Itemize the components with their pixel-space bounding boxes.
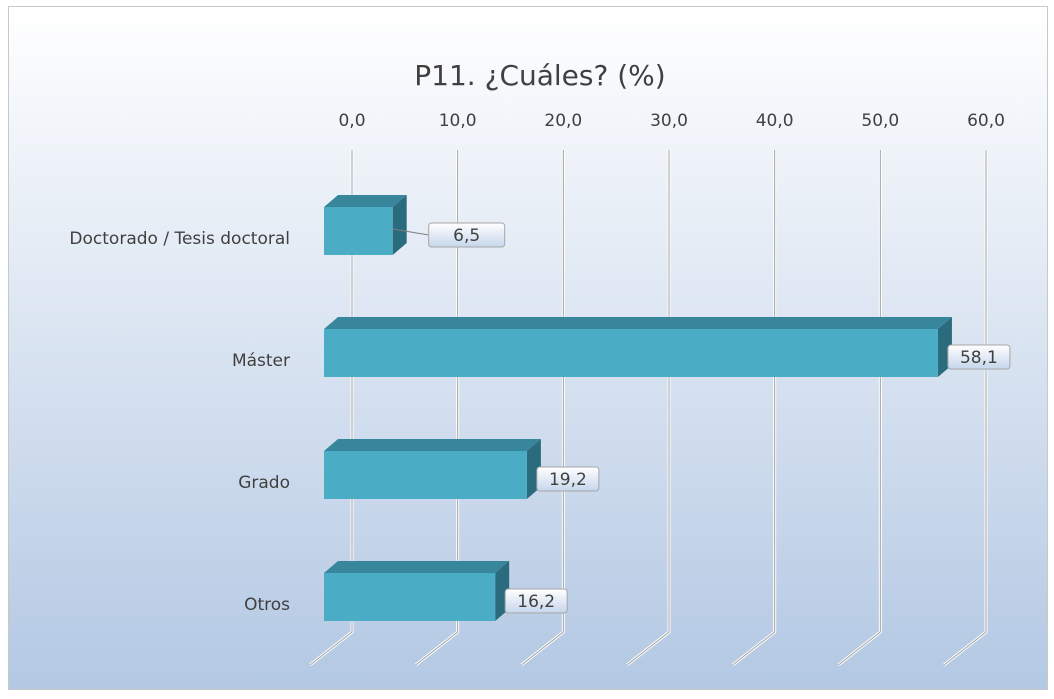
x-tick-label: 20,0 [544, 111, 582, 131]
data-label: 16,2 [517, 592, 555, 612]
bar [324, 207, 393, 255]
bar-side [392, 195, 407, 255]
data-label-box [947, 344, 1011, 370]
data-label-box [504, 588, 568, 614]
grid-line [309, 150, 353, 666]
data-label: 19,2 [549, 470, 587, 490]
grid-line [521, 150, 564, 666]
bar-top [324, 317, 952, 329]
y-tick-label: Grado [238, 473, 290, 493]
y-tick-label: Doctorado / Tesis doctoral [69, 229, 290, 249]
grid-line [838, 150, 881, 666]
grid-line [415, 150, 459, 666]
y-tick-label: Máster [232, 351, 290, 371]
bar [324, 451, 527, 499]
grid-line [626, 150, 670, 666]
x-tick-label: 40,0 [756, 111, 794, 131]
data-label-box [536, 466, 600, 492]
x-tick-label: 30,0 [650, 111, 688, 131]
bar [324, 573, 496, 621]
x-tick-label: 0,0 [338, 111, 365, 131]
bar [324, 329, 938, 377]
x-tick-label: 50,0 [861, 111, 899, 131]
data-label: 6,5 [453, 226, 480, 246]
x-tick-label: 10,0 [439, 111, 477, 131]
data-label-box [428, 222, 506, 248]
bar-top [324, 195, 407, 207]
data-label: 58,1 [960, 348, 998, 368]
grid-line [732, 150, 776, 666]
x-tick-label: 60,0 [967, 111, 1005, 131]
bar-top [324, 439, 541, 451]
leader-line [392, 228, 429, 236]
bar-top [324, 561, 510, 573]
y-tick-label: Otros [244, 595, 290, 615]
chart-title: P11. ¿Cuáles? (%) [414, 59, 665, 92]
grid-line [943, 150, 987, 666]
